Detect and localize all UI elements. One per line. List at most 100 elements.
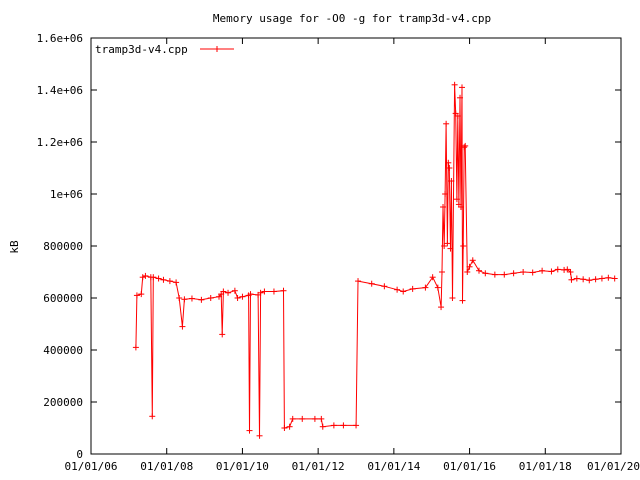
data-point: [447, 245, 454, 252]
x-axis-ticks: 01/01/06 01/01/08 01/01/10 01/01/12 01/01/14…: [65, 38, 640, 473]
data-point: [491, 271, 498, 278]
series-layer: [132, 81, 618, 439]
data-point: [381, 283, 388, 290]
x-tick-label: 01/01/12: [292, 460, 345, 473]
data-point: [188, 295, 195, 302]
data-point: [434, 284, 441, 291]
data-point: [150, 274, 157, 281]
data-point: [460, 243, 467, 249]
data-point: [225, 289, 232, 296]
data-point: [422, 284, 429, 291]
data-point: [368, 280, 375, 287]
data-point: [453, 196, 460, 203]
data-point: [510, 270, 517, 277]
data-point: [231, 287, 238, 294]
data-point: [438, 304, 445, 311]
data-point: [611, 275, 618, 282]
data-point: [234, 295, 241, 301]
data-point: [281, 425, 288, 431]
y-tick-label: 0: [76, 448, 83, 461]
data-point: [567, 269, 574, 275]
data-point: [133, 292, 140, 299]
y-tick-label: 1e+06: [50, 188, 83, 201]
data-point: [286, 423, 293, 430]
data-point: [257, 289, 264, 296]
x-tick-label: 01/01/20: [587, 460, 640, 473]
data-point: [219, 331, 226, 338]
data-point: [139, 274, 146, 281]
data-point: [176, 295, 183, 301]
data-point: [330, 422, 337, 429]
data-point: [466, 263, 473, 270]
data-point: [438, 269, 445, 275]
y-tick-label: 1.6e+06: [37, 32, 83, 45]
data-point: [409, 285, 416, 292]
data-point: [554, 266, 561, 273]
data-point: [458, 84, 465, 91]
legend-marker: [214, 46, 220, 52]
data-point: [457, 204, 464, 210]
data-point: [142, 272, 149, 279]
data-point: [548, 268, 555, 275]
data-point: [443, 120, 450, 127]
data-point: [207, 295, 214, 301]
data-point: [592, 276, 599, 283]
y-tick-label: 1.4e+06: [37, 84, 83, 97]
data-point: [246, 427, 253, 434]
series-line: [135, 84, 615, 436]
data-point: [261, 288, 268, 295]
data-point: [580, 276, 587, 283]
x-tick-label: 01/01/16: [443, 460, 496, 473]
plot-frame: [90, 37, 622, 455]
data-point: [449, 295, 456, 301]
data-point: [160, 276, 167, 283]
data-point: [605, 274, 612, 281]
data-point: [454, 113, 461, 119]
y-axis-ticks: 0 200000 400000 600000 800000 1e+06 1.2e+06 1.4…: [37, 32, 621, 461]
y-tick-label: 400000: [43, 344, 83, 357]
data-point: [220, 288, 227, 295]
data-point: [166, 278, 173, 285]
y-tick-label: 800000: [43, 240, 83, 253]
data-point: [444, 240, 451, 247]
data-point: [340, 422, 347, 429]
data-point: [400, 288, 407, 295]
data-point: [469, 257, 476, 264]
data-point: [441, 243, 448, 249]
data-point: [173, 279, 180, 286]
data-point: [394, 286, 401, 293]
data-point: [464, 269, 471, 275]
data-point: [520, 269, 527, 275]
x-tick-label: 01/01/14: [367, 460, 420, 473]
data-point: [355, 278, 362, 285]
data-point: [239, 293, 246, 300]
data-point: [573, 275, 580, 282]
data-point: [132, 344, 139, 351]
data-point: [353, 422, 360, 429]
chart-title: Memory usage for -O0 -g for tramp3d-v4.c…: [213, 12, 491, 25]
data-point: [247, 291, 254, 298]
x-tick-label: 01/01/10: [216, 460, 269, 473]
data-point: [564, 266, 571, 273]
data-point: [462, 142, 469, 149]
data-point: [448, 178, 455, 184]
data-point: [299, 415, 306, 422]
data-point: [501, 271, 508, 278]
data-point: [442, 191, 449, 197]
data-point: [440, 204, 447, 210]
x-tick-label: 01/01/08: [140, 460, 193, 473]
y-tick-label: 600000: [43, 292, 83, 305]
y-tick-label: 1.2e+06: [37, 136, 83, 149]
data-point: [311, 415, 318, 422]
data-point: [319, 423, 326, 430]
data-point: [568, 276, 575, 283]
data-point: [256, 432, 263, 439]
data-point: [198, 296, 205, 303]
data-point: [318, 415, 325, 422]
data-point: [270, 288, 277, 295]
data-point: [289, 415, 296, 422]
legend-entry-label: tramp3d-v4.cpp: [95, 43, 188, 56]
x-tick-label: 01/01/06: [65, 460, 118, 473]
data-point: [446, 165, 453, 171]
